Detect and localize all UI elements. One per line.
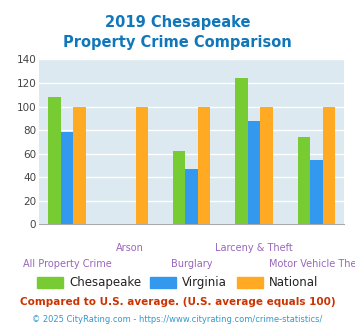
Bar [136,107,148,224]
Text: Property Crime Comparison: Property Crime Comparison [63,35,292,50]
Text: Larceny & Theft: Larceny & Theft [215,243,293,252]
Text: Arson: Arson [115,243,143,252]
Bar [310,160,323,224]
Bar [48,97,61,224]
Text: Motor Vehicle Theft: Motor Vehicle Theft [269,259,355,269]
Text: Compared to U.S. average. (U.S. average equals 100): Compared to U.S. average. (U.S. average … [20,297,335,307]
Text: © 2025 CityRating.com - https://www.cityrating.com/crime-statistics/: © 2025 CityRating.com - https://www.city… [32,315,323,324]
Text: 2019 Chesapeake: 2019 Chesapeake [105,15,250,30]
Bar [248,121,260,224]
Bar [61,132,73,224]
Bar [323,107,335,224]
Bar [297,137,310,224]
Legend: Chesapeake, Virginia, National: Chesapeake, Virginia, National [32,272,323,294]
Bar [235,78,248,224]
Text: Burglary: Burglary [171,259,212,269]
Bar [260,107,273,224]
Bar [73,107,86,224]
Bar [198,107,211,224]
Bar [185,169,198,224]
Text: All Property Crime: All Property Crime [23,259,111,269]
Bar [173,151,185,224]
